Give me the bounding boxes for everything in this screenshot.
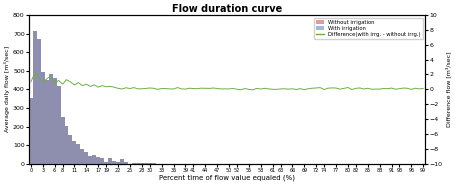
X-axis label: Percent time of flow value equaled (%): Percent time of flow value equaled (%) <box>159 174 295 181</box>
Bar <box>100 158 104 164</box>
Bar <box>116 162 120 164</box>
Difference(with irrg. - without irrg.) <box>123 87 129 89</box>
Bar <box>76 144 81 164</box>
Difference(with irrg. - without irrg.) <box>420 87 426 90</box>
Bar <box>81 149 84 164</box>
Bar <box>61 117 65 164</box>
Bar <box>148 163 152 164</box>
Bar <box>37 39 41 164</box>
Bar <box>61 117 65 164</box>
Y-axis label: Difference flow [m³/sec]: Difference flow [m³/sec] <box>445 52 451 127</box>
Difference(with irrg. - without irrg.) <box>250 89 256 91</box>
Legend: Without irrigation, With irrigation, Difference(with irrg. - without irrg.): Without irrigation, With irrigation, Dif… <box>313 18 423 39</box>
Bar <box>92 155 96 164</box>
Bar <box>29 98 33 164</box>
Bar <box>88 156 92 164</box>
Difference(with irrg. - without irrg.) <box>397 88 402 90</box>
Bar <box>45 80 49 164</box>
Bar <box>124 162 128 164</box>
Bar <box>72 140 76 164</box>
Bar <box>100 158 104 164</box>
Bar <box>136 163 140 164</box>
Bar <box>72 140 76 164</box>
Bar <box>140 163 144 164</box>
Bar <box>116 162 120 164</box>
Bar <box>112 161 116 164</box>
Bar <box>41 72 45 164</box>
Difference(with irrg. - without irrg.) <box>409 88 414 90</box>
Bar <box>140 163 144 164</box>
Bar <box>144 163 148 164</box>
Bar <box>104 162 108 164</box>
Bar <box>144 163 148 164</box>
Bar <box>29 98 33 164</box>
Bar <box>65 126 69 164</box>
Difference(with irrg. - without irrg.) <box>28 81 34 83</box>
Bar <box>96 157 100 164</box>
Bar <box>41 72 45 164</box>
Bar <box>104 162 108 164</box>
Bar <box>56 86 61 164</box>
Bar <box>136 163 140 164</box>
Difference(with irrg. - without irrg.) <box>32 72 37 74</box>
Bar <box>69 135 72 164</box>
Bar <box>84 152 88 164</box>
Bar <box>76 144 81 164</box>
Bar <box>132 163 136 164</box>
Bar <box>45 80 49 164</box>
Bar <box>96 157 100 164</box>
Bar <box>88 156 92 164</box>
Bar <box>53 78 56 164</box>
Bar <box>69 135 72 164</box>
Bar <box>108 158 112 164</box>
Y-axis label: Average daily flow [m³/sec]: Average daily flow [m³/sec] <box>4 46 10 132</box>
Bar <box>148 163 152 164</box>
Bar <box>108 158 112 164</box>
Difference(with irrg. - without irrg.) <box>107 85 113 88</box>
Bar <box>49 74 53 164</box>
Bar <box>53 78 56 164</box>
Bar <box>56 86 61 164</box>
Bar <box>112 161 116 164</box>
Bar <box>132 163 136 164</box>
Difference(with irrg. - without irrg.) <box>270 88 275 90</box>
Bar <box>120 159 124 164</box>
Line: Difference(with irrg. - without irrg.): Difference(with irrg. - without irrg.) <box>31 73 423 90</box>
Bar <box>120 159 124 164</box>
Bar <box>33 31 37 164</box>
Bar <box>33 31 37 164</box>
Bar <box>65 126 69 164</box>
Bar <box>124 162 128 164</box>
Bar <box>84 152 88 164</box>
Bar <box>37 39 41 164</box>
Difference(with irrg. - without irrg.) <box>234 88 240 90</box>
Bar <box>49 74 53 164</box>
Bar <box>81 149 84 164</box>
Bar <box>92 155 96 164</box>
Title: Flow duration curve: Flow duration curve <box>172 4 282 14</box>
